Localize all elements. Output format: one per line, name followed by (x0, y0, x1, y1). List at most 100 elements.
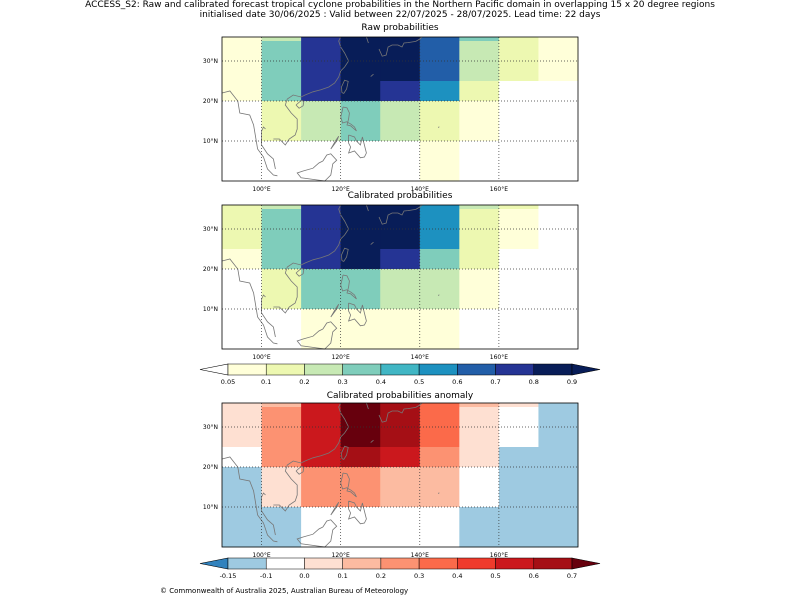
grid-cell (538, 37, 579, 42)
colorbar-tick-label: 0.3 (337, 378, 347, 386)
grid-cell (301, 141, 342, 182)
grid-cell (380, 309, 421, 350)
grid-cell (498, 507, 539, 548)
grid-cell (498, 209, 539, 250)
coastline (370, 241, 374, 245)
grid-cell (419, 403, 460, 408)
grid-cell (380, 507, 421, 548)
colorbar-swatch (418, 363, 458, 376)
coastline (370, 73, 374, 77)
coastline (273, 204, 350, 314)
lon-tick-label: 140°E (411, 186, 429, 193)
coastline (370, 439, 374, 443)
grid-cell (340, 205, 381, 210)
coastline (366, 36, 369, 44)
grid-cell (459, 269, 500, 310)
coastline (347, 500, 367, 525)
grid-cell (340, 447, 381, 468)
grid-cell (459, 37, 500, 42)
lon-tick-label: 100°E (252, 186, 270, 193)
colorbar-tick-label: 0.2 (376, 572, 386, 580)
grid-cell (261, 249, 302, 270)
map-frame (221, 36, 579, 182)
grid-cell (419, 507, 460, 548)
colorbar-swatch (265, 363, 305, 376)
colorbar-swatch (495, 557, 535, 570)
grid-cell (380, 269, 421, 310)
grid-cell (222, 467, 262, 508)
grid-cell (261, 141, 302, 182)
map-panel-2: 100°E 120°E 140°E 160°E 30°N 20°N 10°N (203, 204, 579, 361)
grid-cell (222, 205, 262, 210)
grid-cell (498, 249, 539, 270)
grid-cell (538, 269, 579, 310)
grid-cell (301, 37, 342, 42)
coastline (341, 79, 349, 94)
colorbar-tick-label: 0.7 (490, 378, 500, 386)
grid-cell (340, 269, 381, 310)
grid-cell (380, 41, 421, 82)
grid-cell (380, 447, 421, 468)
grid-cell (340, 81, 381, 102)
grid-cell (419, 249, 460, 270)
grid-cell (498, 101, 539, 142)
grid-cell (419, 447, 460, 468)
grid-cell (538, 101, 579, 142)
copyright-notice: © Commonwealth of Australia 2025, Austra… (160, 587, 409, 595)
grid-cell (380, 403, 421, 408)
grid-cell (261, 309, 302, 350)
grid-cell (538, 81, 579, 102)
coastline (378, 204, 423, 225)
grid-cell (301, 447, 342, 468)
coastline (366, 204, 369, 212)
grid-cell (340, 403, 381, 408)
grid-cell (538, 249, 579, 270)
grid-cell (301, 467, 342, 508)
colorbar-swatch (342, 557, 382, 570)
graticule (222, 205, 578, 349)
grid-cell (380, 81, 421, 102)
colorbar-tick-label: -0.1 (260, 572, 273, 580)
lon-tick-label: 120°E (332, 186, 350, 193)
colorbar-swatch (533, 363, 573, 376)
lat-tick-label: 30°N (203, 424, 218, 431)
grid-cell (340, 141, 381, 182)
lon-tick-label: 120°E (332, 354, 350, 361)
coastline (341, 445, 349, 460)
colorbar-swatch (380, 557, 420, 570)
colorbar-swatch (457, 363, 496, 376)
grid-cell (538, 447, 579, 468)
colorbar-over-arrow (571, 363, 601, 376)
grid-cell (301, 101, 342, 142)
figure-title-line2: initialised date 30/06/2025 : Valid betw… (199, 10, 601, 20)
colorbar-swatch (495, 363, 535, 376)
lat-tick-label: 10°N (203, 306, 218, 313)
grid-cell (538, 141, 579, 182)
colorbar-tick-label: 0.2 (299, 378, 309, 386)
coastline (221, 258, 278, 345)
probability-cells (222, 205, 579, 350)
grid-cell (222, 141, 262, 182)
grid-cell (419, 37, 460, 42)
colorbar-tick-label: 0.9 (567, 378, 577, 386)
lon-tick-label: 160°E (490, 186, 508, 193)
grid-cell (498, 447, 539, 468)
colorbar-tick-label: 0.1 (261, 378, 271, 386)
grid-cell (459, 81, 500, 102)
grid-cell (459, 507, 500, 548)
coastline (330, 135, 340, 150)
grid-cell (498, 309, 539, 350)
colorbar-swatch (342, 363, 382, 376)
grid-cell (419, 467, 460, 508)
lat-tick-label: 10°N (203, 504, 218, 511)
grid-cell (340, 249, 381, 270)
coastline (378, 402, 423, 423)
colorbar-tick-label: 0.4 (452, 572, 462, 580)
lon-tick-label: 160°E (490, 552, 508, 559)
grid-cell (340, 37, 381, 42)
grid-cell (498, 37, 539, 42)
grid-cell (498, 467, 539, 508)
lon-tick-label: 100°E (252, 354, 270, 361)
grid-cell (261, 467, 302, 508)
coastline (273, 402, 350, 512)
